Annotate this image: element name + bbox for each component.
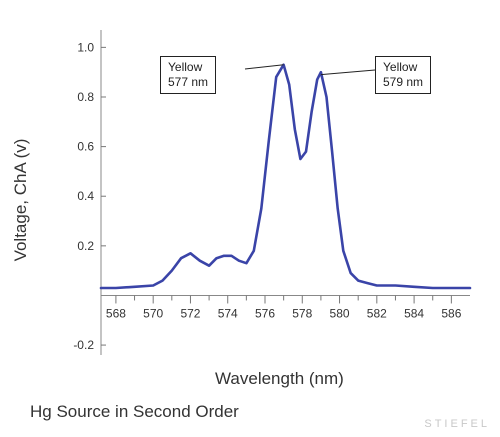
chart-series — [99, 63, 472, 290]
y-tick-label: -0.2 — [73, 338, 94, 352]
y-tick-label: 0.6 — [77, 140, 94, 154]
annotation-577-line1: Yellow — [168, 60, 203, 74]
chart-caption: Hg Source in Second Order — [30, 402, 239, 421]
y-tick-label: 1.0 — [77, 40, 94, 54]
chart-annotation-leaders — [244, 64, 376, 76]
y-tick-label: 0.8 — [77, 90, 94, 104]
y-axis-label: Voltage, ChA (v) — [11, 138, 30, 262]
annotation-579-leader — [320, 69, 376, 76]
y-tick-label: 0.4 — [77, 189, 94, 203]
annotation-579-line1: Yellow — [383, 60, 418, 74]
watermark: STIEFEL — [424, 418, 490, 430]
x-tick-label: 568 — [106, 306, 126, 320]
annotation-577-leader — [244, 64, 284, 70]
annotation-579: Yellow 579 nm — [375, 56, 432, 94]
annotation-577-line2: 577 nm — [168, 75, 209, 89]
y-tick-label: 0.2 — [77, 239, 94, 253]
annotation-577: Yellow 577 nm — [160, 56, 217, 94]
x-tick-label: 584 — [404, 306, 424, 320]
x-tick-label: 578 — [292, 306, 312, 320]
annotation-579-line2: 579 nm — [383, 75, 424, 89]
chart-ticks: 1.0 0.8 0.6 0.4 0.2 -0.2 568 570 572 574 576 578 580… — [73, 40, 461, 352]
x-tick-label: 580 — [330, 306, 350, 320]
x-axis-label: Wavelength (nm) — [215, 369, 344, 388]
series-line-0 — [99, 63, 472, 290]
x-tick-label: 586 — [441, 306, 461, 320]
x-tick-label: 570 — [143, 306, 163, 320]
x-tick-label: 574 — [218, 306, 238, 320]
x-tick-label: 572 — [180, 306, 200, 320]
y-axis-label-wrap: Voltage, ChA (v) — [8, 60, 34, 340]
chart-axes — [100, 30, 470, 355]
x-tick-label: 576 — [255, 306, 275, 320]
x-tick-label: 582 — [367, 306, 387, 320]
